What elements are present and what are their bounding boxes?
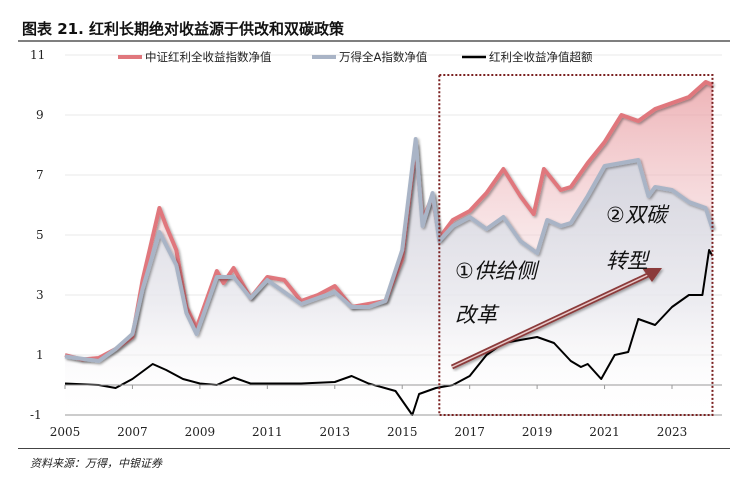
line-series-excess [64,249,714,416]
footer-divider [18,448,730,449]
y-tick-label: 11 [30,48,45,62]
x-tick-label: 2019 [522,425,553,439]
source-note: 资料来源：万得，中银证券 [30,457,162,470]
x-tick-label: 2007 [117,425,148,439]
annotation-supply-side-reform-1: ①供给侧 [455,259,540,283]
y-tick-label: 9 [36,108,44,122]
x-tick-label: 2011 [252,425,283,439]
x-tick-label: 2005 [50,425,81,439]
y-tick-label: -1 [30,408,42,422]
annotation-dual-carbon-2: 转型 [606,249,651,273]
series-areas [65,82,713,415]
title-divider [18,40,730,42]
x-tick-label: 2009 [185,425,216,439]
series-lines [64,80,715,416]
axes: 11 9 7 5 3 1 -1 2005 2007 2009 2011 2013 2015 2017 201… [30,48,722,439]
chart-title: 图表 21. 红利长期绝对收益源于供改和双碳政策 [22,20,345,38]
y-tick-label: 5 [36,228,44,242]
legend-label: 红利全收益净值超额 [489,50,593,64]
line-series-winda [64,137,715,363]
legend-label: 万得全A指数净值 [339,50,428,64]
x-tick-label: 2013 [320,425,351,439]
x-tick-label: 2021 [589,425,620,439]
annotation-supply-side-reform-2: 改革 [455,303,500,327]
area-winda [65,139,713,415]
x-tick-label: 2023 [657,425,688,439]
x-tick-label: 2017 [454,425,485,439]
legend-label: 中证红利全收益指数净值 [145,50,272,64]
y-tick-label: 7 [36,168,44,182]
x-tick-label: 2015 [387,425,418,439]
y-tick-label: 3 [36,288,44,302]
y-tick-label: 1 [36,348,44,362]
annotation-dual-carbon-1: ②双碳 [606,203,670,227]
legend: 中证红利全收益指数净值 万得全A指数净值 红利全收益净值超额 [118,50,593,64]
highlight-box [438,74,714,416]
trend-arrow [450,268,662,370]
